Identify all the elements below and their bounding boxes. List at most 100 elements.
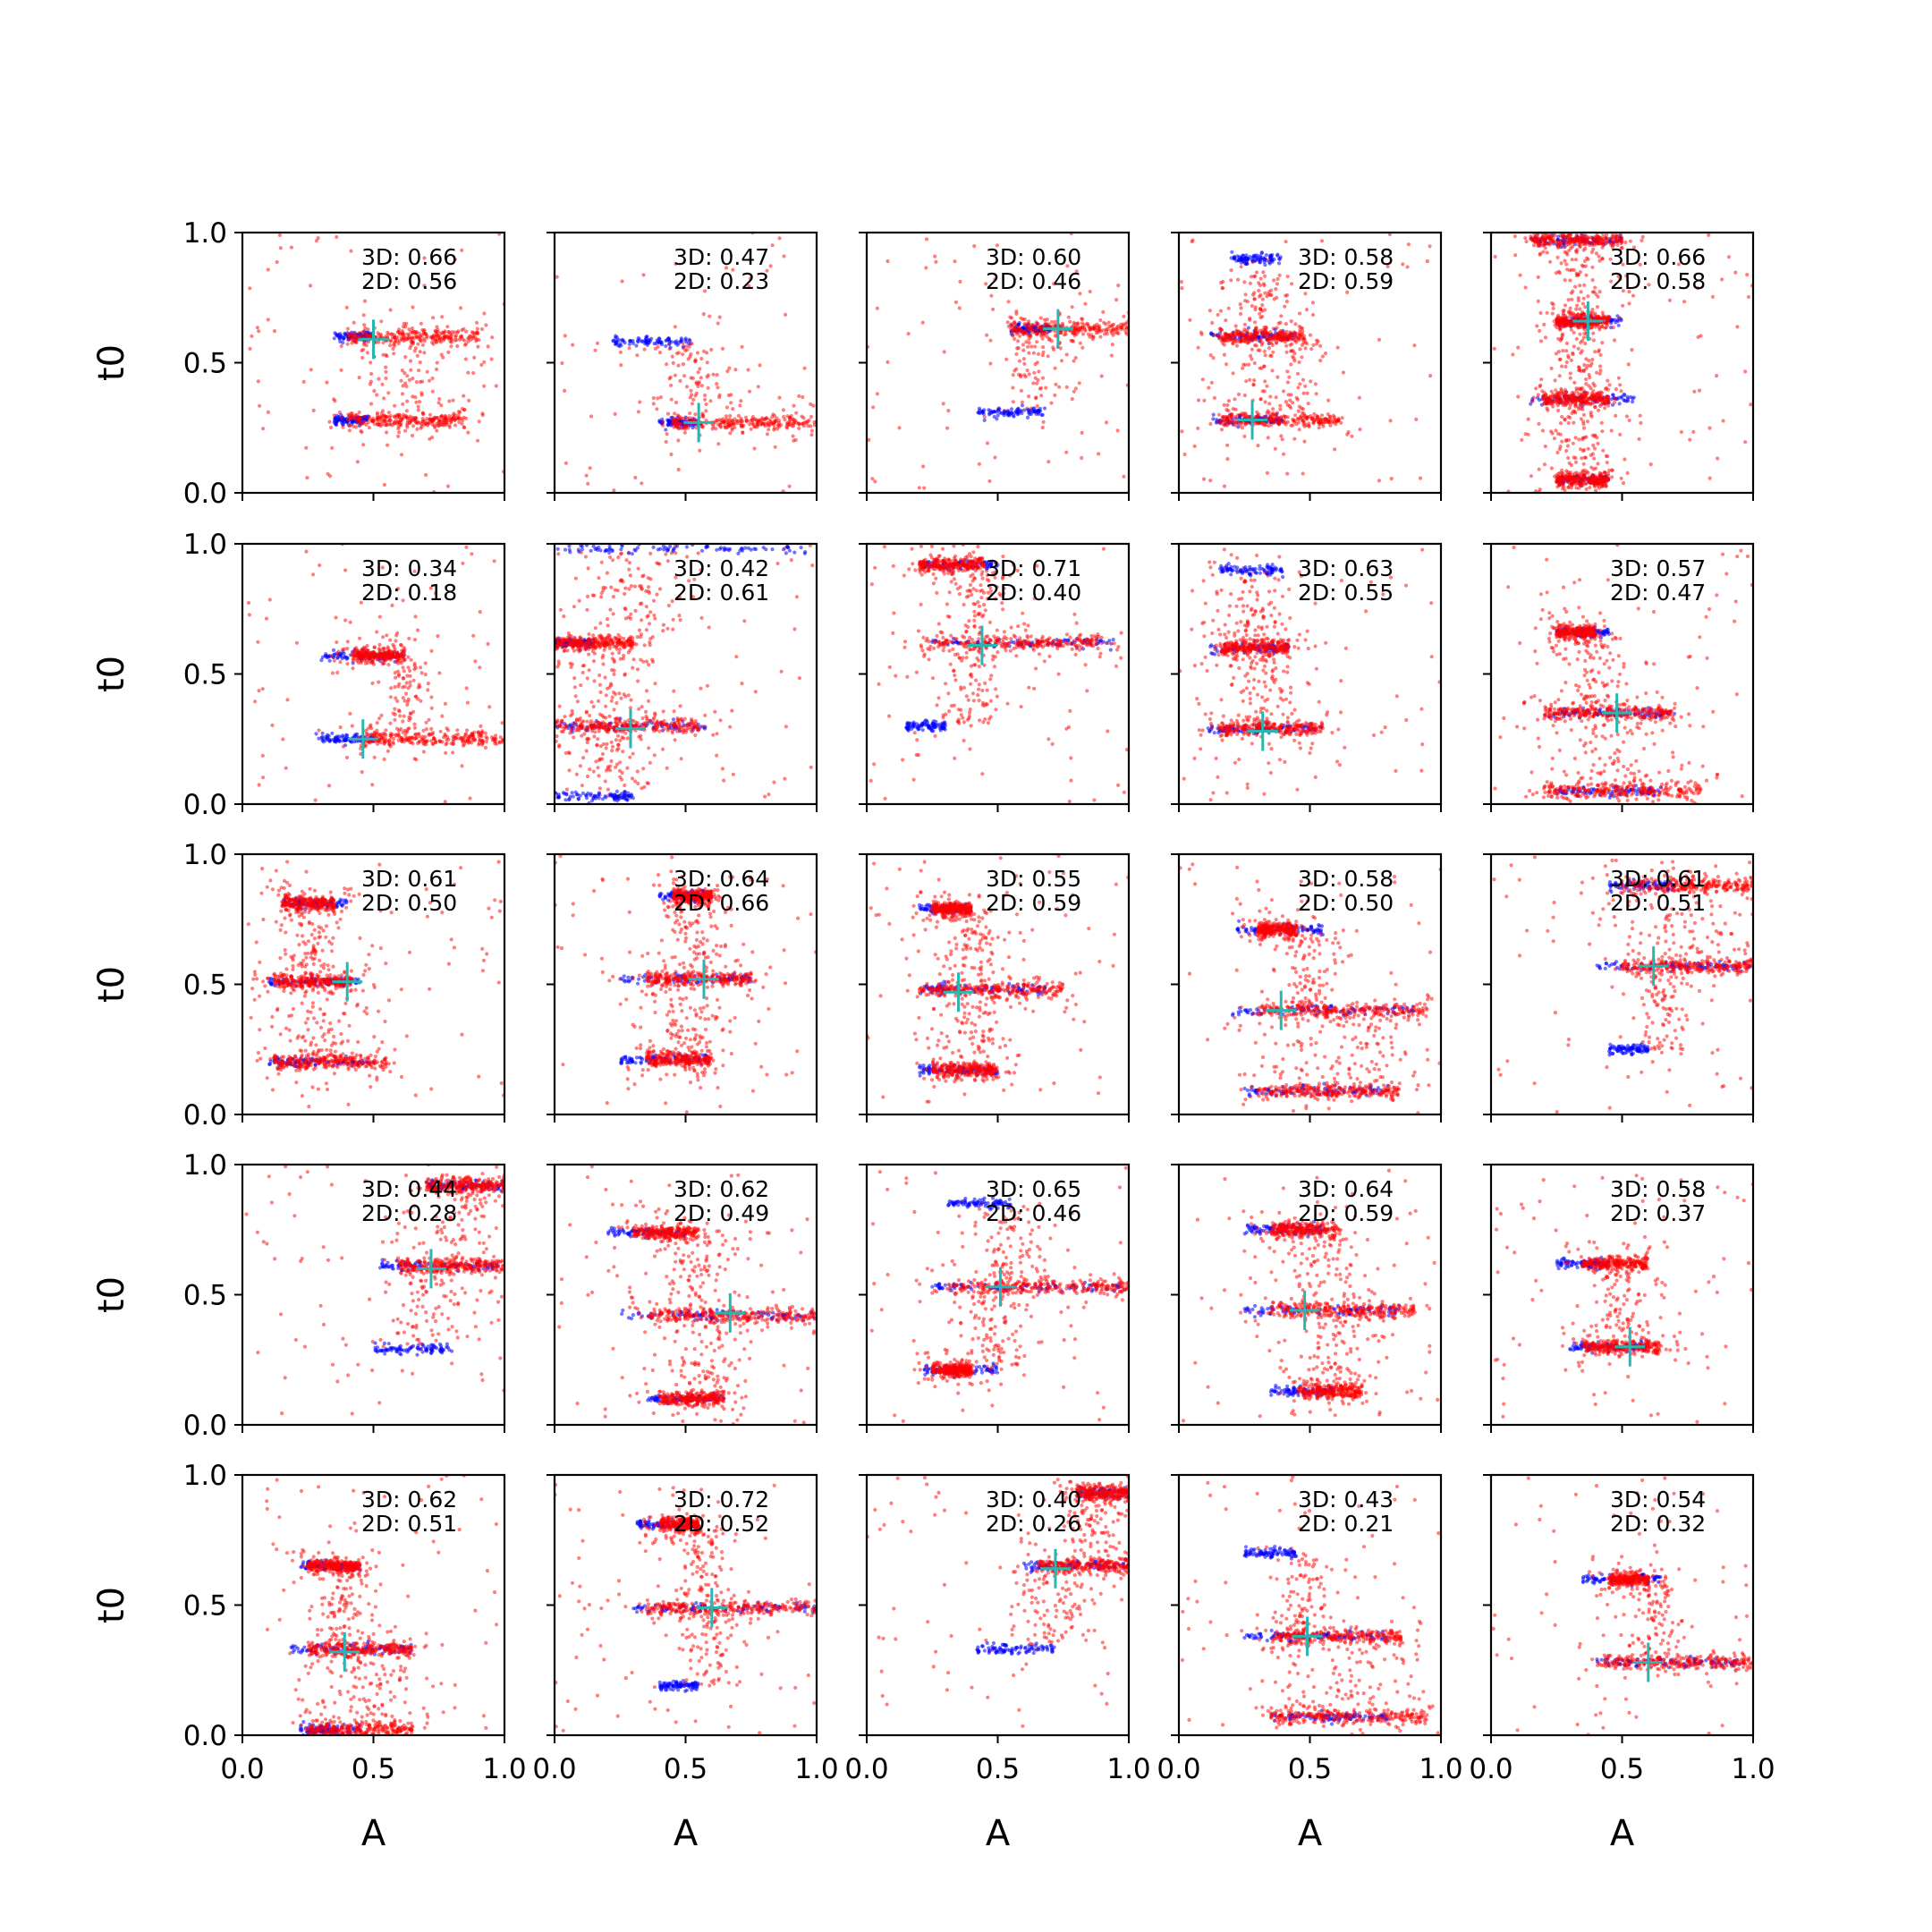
red-scatter-point bbox=[1571, 352, 1575, 357]
red-scatter-point bbox=[1591, 443, 1596, 447]
red-scatter-point bbox=[684, 385, 690, 389]
red-scatter-point bbox=[924, 266, 928, 270]
red-scatter-point bbox=[1328, 423, 1333, 428]
red-scatter-point bbox=[765, 432, 770, 436]
red-scatter-point bbox=[772, 421, 776, 426]
red-scatter-point bbox=[419, 426, 423, 430]
red-scatter-point bbox=[377, 377, 381, 381]
red-scatter-point bbox=[792, 403, 796, 408]
red-scatter-point bbox=[726, 393, 731, 398]
red-scatter-point bbox=[1269, 341, 1274, 345]
red-scatter-point bbox=[1040, 353, 1045, 358]
red-scatter-point bbox=[620, 279, 624, 284]
red-scatter-point bbox=[436, 327, 440, 332]
red-scatter-point bbox=[920, 320, 925, 325]
red-scatter-point bbox=[1560, 468, 1564, 473]
red-scatter-point bbox=[1080, 345, 1085, 350]
blue-scatter-point bbox=[332, 336, 336, 341]
red-scatter-point bbox=[1561, 322, 1565, 326]
red-scatter-point bbox=[1589, 395, 1593, 400]
red-scatter-point bbox=[1553, 233, 1557, 237]
red-scatter-point bbox=[440, 315, 445, 319]
red-scatter-point bbox=[1720, 277, 1724, 282]
red-scatter-point bbox=[1266, 338, 1270, 343]
red-scatter-point bbox=[384, 369, 388, 374]
red-scatter-point bbox=[946, 409, 951, 413]
red-scatter-point bbox=[1572, 409, 1577, 414]
red-scatter-point bbox=[416, 342, 420, 346]
red-scatter-point bbox=[945, 426, 950, 430]
red-scatter-point bbox=[1557, 270, 1562, 275]
red-scatter-point bbox=[1295, 397, 1300, 402]
blue-scatter-point bbox=[634, 343, 639, 348]
red-scatter-point bbox=[1513, 234, 1517, 239]
red-scatter-point bbox=[1428, 244, 1432, 249]
red-scatter-point bbox=[715, 419, 720, 423]
red-scatter-point bbox=[1122, 314, 1126, 318]
red-scatter-point bbox=[1053, 319, 1057, 324]
red-scatter-point bbox=[1202, 398, 1207, 402]
red-scatter-point bbox=[1279, 434, 1284, 438]
red-scatter-point bbox=[1248, 281, 1252, 285]
red-scatter-point bbox=[1579, 417, 1583, 421]
red-scatter-point bbox=[1033, 376, 1038, 380]
red-scatter-point bbox=[1600, 341, 1605, 345]
red-scatter-point bbox=[365, 351, 369, 355]
red-scatter-point bbox=[1605, 233, 1609, 237]
red-scatter-point bbox=[1022, 361, 1027, 366]
red-scatter-point bbox=[1252, 360, 1257, 366]
red-scatter-point bbox=[1600, 315, 1605, 319]
scatter-points bbox=[867, 233, 1129, 490]
red-scatter-point bbox=[593, 348, 597, 352]
red-scatter-point bbox=[1576, 296, 1580, 301]
red-scatter-point bbox=[698, 367, 702, 371]
red-scatter-point bbox=[618, 350, 623, 354]
red-scatter-point bbox=[972, 244, 977, 249]
red-scatter-point bbox=[1581, 369, 1586, 374]
red-scatter-point bbox=[349, 249, 353, 253]
red-scatter-point bbox=[1018, 374, 1023, 379]
red-scatter-point bbox=[1322, 417, 1326, 421]
red-scatter-point bbox=[1298, 382, 1302, 386]
red-scatter-point bbox=[332, 397, 336, 402]
red-scatter-point bbox=[1613, 396, 1617, 401]
red-scatter-point bbox=[1735, 325, 1740, 329]
red-scatter-point bbox=[1301, 341, 1306, 345]
red-scatter-point bbox=[686, 426, 691, 430]
red-scatter-point bbox=[1284, 293, 1288, 298]
red-scatter-point bbox=[1558, 338, 1563, 343]
red-scatter-point bbox=[439, 403, 444, 408]
red-scatter-point bbox=[395, 330, 400, 335]
red-scatter-point bbox=[403, 415, 408, 419]
red-scatter-point bbox=[1092, 324, 1097, 328]
red-scatter-point bbox=[358, 422, 363, 427]
red-scatter-point bbox=[1637, 436, 1641, 441]
red-scatter-point bbox=[727, 423, 732, 428]
red-scatter-point bbox=[1196, 426, 1200, 430]
red-scatter-point bbox=[457, 337, 462, 342]
red-scatter-point bbox=[886, 259, 890, 264]
red-scatter-point bbox=[1224, 318, 1228, 323]
red-scatter-point bbox=[1556, 313, 1561, 318]
red-scatter-point bbox=[431, 342, 436, 346]
red-scatter-point bbox=[1616, 376, 1621, 380]
red-scatter-point bbox=[1268, 414, 1273, 419]
red-scatter-point bbox=[717, 393, 722, 397]
red-scatter-point bbox=[1307, 424, 1311, 428]
red-scatter-point bbox=[1335, 345, 1340, 350]
red-scatter-point bbox=[1585, 256, 1589, 260]
red-scatter-point bbox=[693, 394, 698, 398]
red-scatter-point bbox=[1345, 290, 1350, 294]
red-scatter-point bbox=[350, 414, 354, 419]
red-scatter-point bbox=[1586, 294, 1590, 299]
red-scatter-point bbox=[586, 481, 590, 486]
red-scatter-point bbox=[1298, 347, 1302, 352]
red-scatter-point bbox=[1589, 364, 1593, 369]
red-scatter-point bbox=[411, 424, 416, 428]
red-scatter-point bbox=[739, 424, 744, 429]
red-scatter-point bbox=[369, 371, 374, 377]
red-scatter-point bbox=[1591, 381, 1596, 386]
red-scatter-point bbox=[387, 415, 392, 419]
red-scatter-point bbox=[431, 419, 436, 423]
red-scatter-point bbox=[1606, 403, 1611, 408]
